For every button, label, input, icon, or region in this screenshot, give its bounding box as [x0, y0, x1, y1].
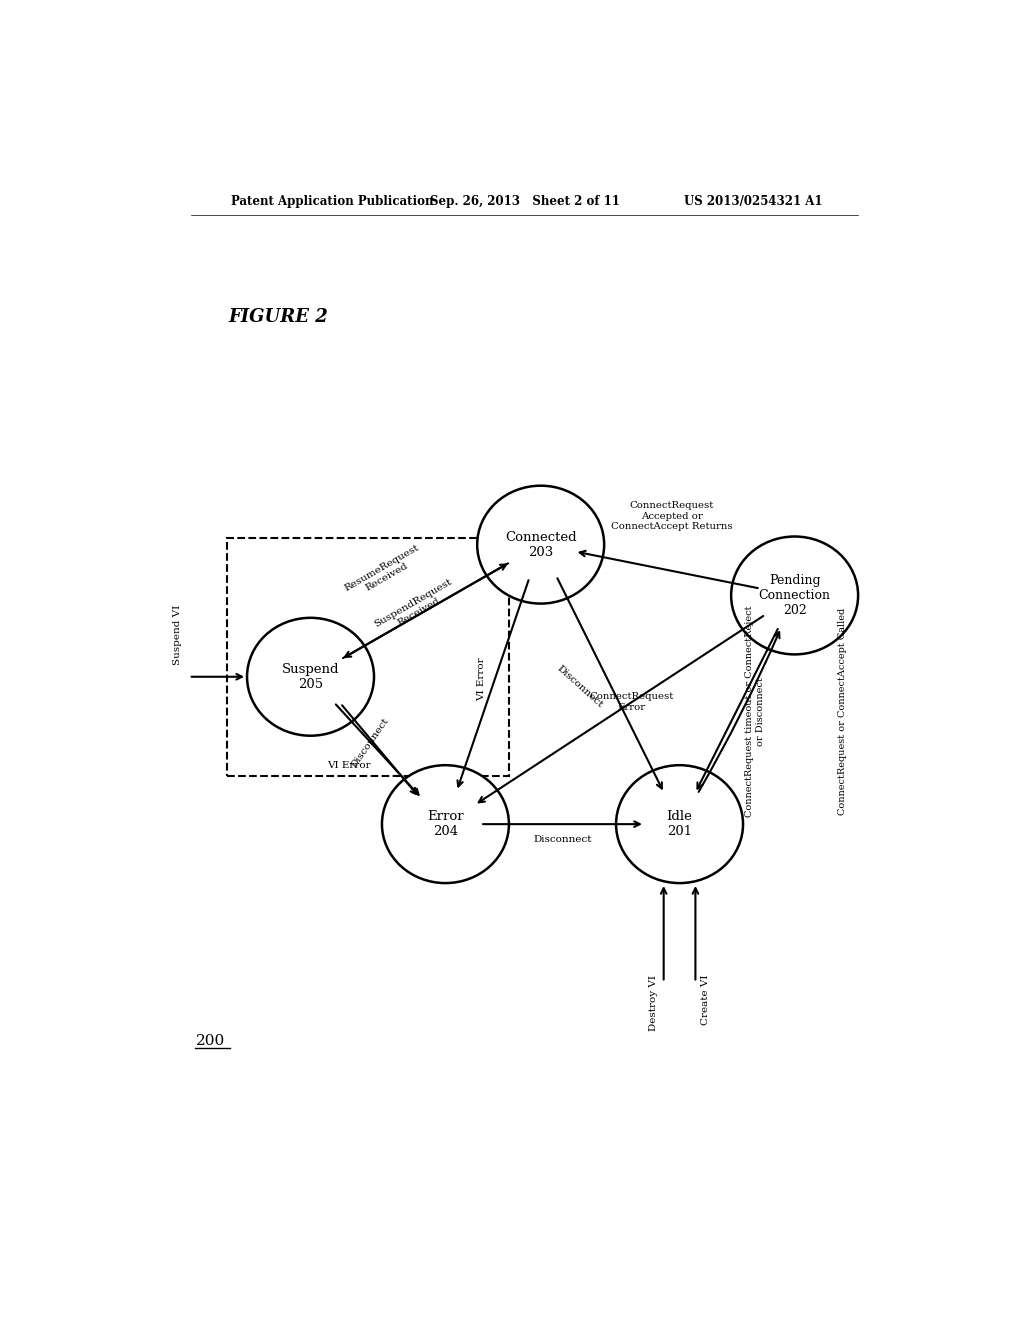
- Ellipse shape: [616, 766, 743, 883]
- Text: Idle
201: Idle 201: [667, 810, 692, 838]
- Ellipse shape: [247, 618, 374, 735]
- Text: Sep. 26, 2013   Sheet 2 of 11: Sep. 26, 2013 Sheet 2 of 11: [430, 194, 620, 207]
- Text: ResumeRequest
Received: ResumeRequest Received: [343, 543, 426, 602]
- Text: Disconnect: Disconnect: [349, 717, 390, 770]
- Text: ConnectRequest
Error: ConnectRequest Error: [590, 693, 674, 711]
- Text: Patent Application Publication: Patent Application Publication: [231, 194, 434, 207]
- Text: Suspend VI: Suspend VI: [173, 605, 182, 664]
- Text: Disconnect: Disconnect: [556, 664, 605, 710]
- Text: Error
204: Error 204: [427, 810, 464, 838]
- Ellipse shape: [731, 536, 858, 655]
- Text: ConnectRequest timeout or ConnectReject
or Disconnect: ConnectRequest timeout or ConnectReject …: [745, 606, 765, 817]
- Text: Suspend
205: Suspend 205: [282, 663, 339, 690]
- Ellipse shape: [477, 486, 604, 603]
- Text: Connected
203: Connected 203: [505, 531, 577, 558]
- Text: US 2013/0254321 A1: US 2013/0254321 A1: [684, 194, 822, 207]
- Text: 200: 200: [196, 1034, 224, 1048]
- Text: SuspendRequest
Received: SuspendRequest Received: [373, 577, 459, 638]
- Text: Destroy VI: Destroy VI: [649, 974, 658, 1031]
- Text: ConnectRequest
Accepted or
ConnectAccept Returns: ConnectRequest Accepted or ConnectAccept…: [610, 502, 732, 531]
- Text: ConnectRequest or ConnectAccept Called: ConnectRequest or ConnectAccept Called: [838, 607, 847, 814]
- Ellipse shape: [382, 766, 509, 883]
- Text: Create VI: Create VI: [701, 974, 710, 1026]
- Text: Disconnect: Disconnect: [534, 834, 592, 843]
- Text: Pending
Connection
202: Pending Connection 202: [759, 574, 830, 616]
- Text: VI Error: VI Error: [476, 657, 485, 701]
- Text: VI Error: VI Error: [327, 760, 371, 770]
- Text: FIGURE 2: FIGURE 2: [228, 308, 329, 326]
